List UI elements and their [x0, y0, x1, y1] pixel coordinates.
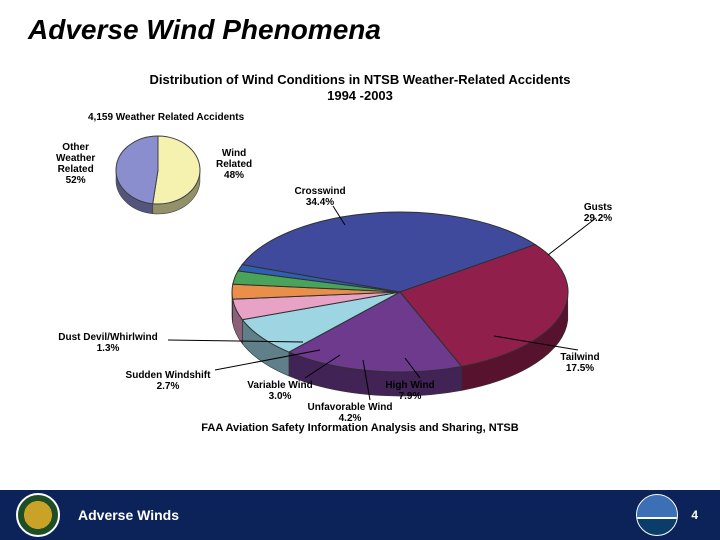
big-pie-label-4: Unfavorable Wind4.2%: [308, 402, 393, 424]
page-number: 4: [691, 508, 698, 522]
big-pie-label-0: Crosswind34.4%: [294, 186, 345, 208]
footer-title: Adverse Winds: [78, 507, 179, 523]
big-pie-label-2: Tailwind17.5%: [560, 352, 599, 374]
big-pie-label-6: Sudden Windshift2.7%: [126, 370, 211, 392]
small-pie-label-0: OtherWeatherRelated52%: [56, 142, 95, 186]
big-pie-label-1: Gusts29.2%: [584, 202, 612, 224]
big-pie-label-7: Dust Devil/Whirlwind1.3%: [58, 332, 157, 354]
main-pie-chart: [0, 0, 720, 540]
big-pie-label-5: Variable Wind3.0%: [247, 380, 312, 402]
noaa-seal-icon: [637, 495, 677, 535]
faa-seal-icon: [18, 495, 58, 535]
big-pie-label-3: High Wind7.9%: [385, 380, 434, 402]
slide-footer: Adverse Winds 4: [0, 490, 720, 540]
chart-source: FAA Aviation Safety Information Analysis…: [0, 422, 720, 434]
small-pie-label-1: WindRelated48%: [216, 148, 252, 181]
